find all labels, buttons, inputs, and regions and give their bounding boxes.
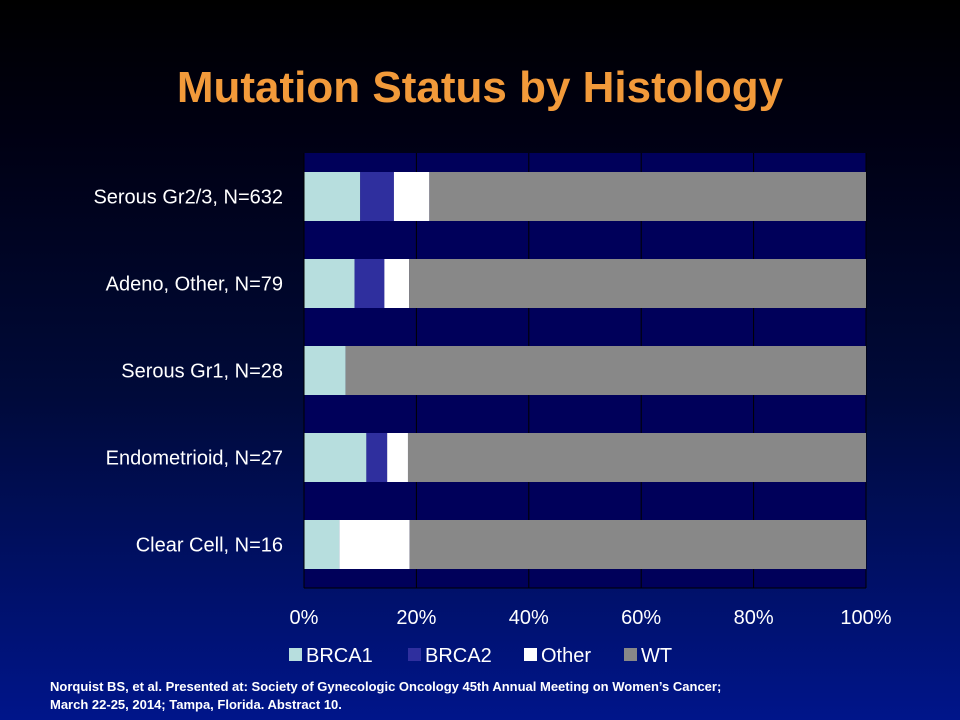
- category-label: Endometrioid, N=27: [106, 448, 283, 470]
- bar-brca2-2: [354, 259, 385, 308]
- category-label: Adeno, Other, N=79: [106, 274, 283, 296]
- category-label: Clear Cell, N=16: [136, 535, 283, 557]
- category-label: Serous Gr1, N=28: [121, 361, 283, 383]
- citation-line-2: March 22-25, 2014; Tampa, Florida. Abstr…: [50, 697, 342, 712]
- legend-label-other: Other: [541, 645, 591, 667]
- legend-swatch-other: [524, 648, 537, 661]
- bar-other-4: [387, 433, 408, 482]
- legend-label-brca1: BRCA1: [306, 645, 373, 667]
- x-tick-label: 60%: [621, 607, 661, 629]
- bar-other-5: [339, 520, 410, 569]
- bar-brca1-1: [304, 172, 361, 221]
- bar-wt-5: [409, 520, 866, 569]
- legend-swatch-wt: [624, 648, 637, 661]
- x-tick-label: 0%: [290, 607, 319, 629]
- x-tick-label: 40%: [509, 607, 549, 629]
- legend-label-wt: WT: [641, 645, 672, 667]
- bar-wt-4: [407, 433, 866, 482]
- bar-wt-1: [429, 172, 866, 221]
- bar-brca2-4: [366, 433, 388, 482]
- legend-swatch-brca2: [408, 648, 421, 661]
- bar-other-2: [384, 259, 410, 308]
- slide-title: Mutation Status by Histology: [176, 63, 784, 112]
- x-tick-label: 20%: [396, 607, 436, 629]
- category-label: Serous Gr2/3, N=632: [93, 187, 283, 209]
- bar-brca1-3: [304, 346, 346, 395]
- bar-wt-3: [345, 346, 866, 395]
- bar-brca1-2: [304, 259, 355, 308]
- x-tick-label: 80%: [734, 607, 774, 629]
- x-tick-label: 100%: [840, 607, 891, 629]
- bar-other-1: [393, 172, 430, 221]
- bar-brca2-1: [360, 172, 394, 221]
- citation-line-1: Norquist BS, et al. Presented at: Societ…: [50, 679, 722, 694]
- legend-label-brca2: BRCA2: [425, 645, 492, 667]
- legend-swatch-brca1: [289, 648, 302, 661]
- bar-brca1-5: [304, 520, 340, 569]
- bar-wt-2: [409, 259, 866, 308]
- bar-brca1-4: [304, 433, 367, 482]
- citation: Norquist BS, et al. Presented at: Societ…: [50, 678, 930, 714]
